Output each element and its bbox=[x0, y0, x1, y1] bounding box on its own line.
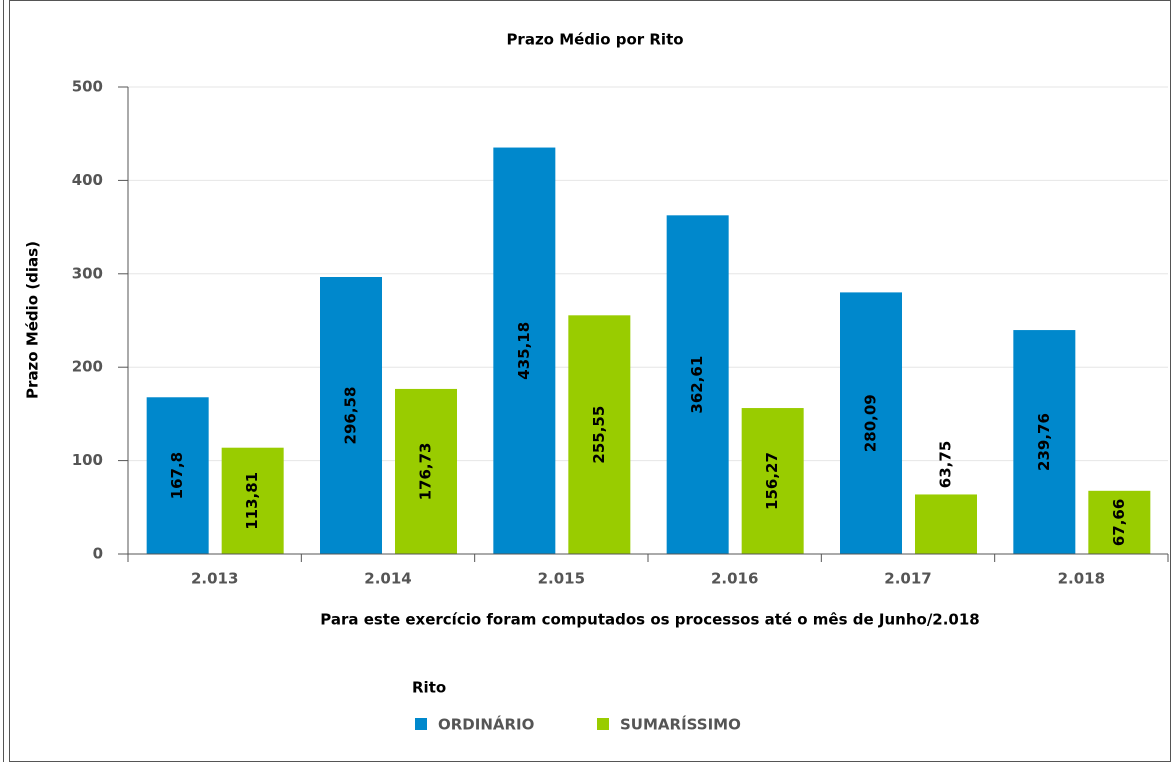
y-tick-label: 400 bbox=[72, 171, 103, 189]
data-label: 255,55 bbox=[590, 406, 608, 464]
bar bbox=[395, 388, 457, 554]
y-tick-label: 0 bbox=[93, 545, 103, 563]
data-label: 239,76 bbox=[1035, 413, 1053, 471]
data-label: 167,8 bbox=[168, 452, 186, 499]
bar bbox=[568, 315, 631, 554]
x-tick-label: 2.017 bbox=[884, 570, 931, 588]
bar bbox=[493, 147, 556, 555]
data-label: 362,61 bbox=[688, 356, 706, 414]
legend-title: Rito bbox=[412, 679, 446, 697]
bar bbox=[1088, 490, 1151, 554]
x-tick-label: 2.013 bbox=[191, 570, 238, 588]
data-label: 296,58 bbox=[342, 387, 360, 445]
legend-swatch bbox=[597, 718, 609, 730]
bar bbox=[666, 215, 729, 554]
bar bbox=[741, 408, 804, 554]
x-tick-label: 2.016 bbox=[711, 570, 758, 588]
x-axis-label: Para este exercício foram computados os … bbox=[320, 611, 980, 629]
bar bbox=[320, 276, 382, 554]
x-tick-label: 2.014 bbox=[364, 570, 411, 588]
data-label: 63,75 bbox=[937, 441, 955, 488]
legend-label[interactable]: SUMARÍSSIMO bbox=[620, 715, 741, 734]
y-tick-label: 300 bbox=[72, 264, 103, 282]
data-label: 280,09 bbox=[862, 394, 880, 452]
y-tick-label: 100 bbox=[72, 451, 103, 469]
bar bbox=[146, 397, 209, 554]
bar bbox=[221, 447, 284, 554]
data-label: 156,27 bbox=[763, 452, 781, 510]
data-label: 67,66 bbox=[1110, 499, 1128, 546]
data-label: 113,81 bbox=[243, 472, 261, 530]
bar bbox=[1013, 330, 1076, 554]
bar bbox=[840, 292, 902, 554]
x-tick-label: 2.018 bbox=[1058, 570, 1105, 588]
legend-swatch bbox=[415, 718, 427, 730]
y-axis-label: Prazo Médio (dias) bbox=[24, 241, 42, 399]
data-label: 435,18 bbox=[515, 322, 533, 380]
chart-title: Prazo Médio por Rito bbox=[506, 31, 683, 49]
legend-label[interactable]: ORDINÁRIO bbox=[438, 715, 534, 734]
bar bbox=[915, 494, 977, 554]
y-tick-label: 500 bbox=[72, 78, 103, 96]
data-label: 176,73 bbox=[417, 443, 435, 501]
y-tick-label: 200 bbox=[72, 358, 103, 376]
x-tick-label: 2.015 bbox=[538, 570, 585, 588]
